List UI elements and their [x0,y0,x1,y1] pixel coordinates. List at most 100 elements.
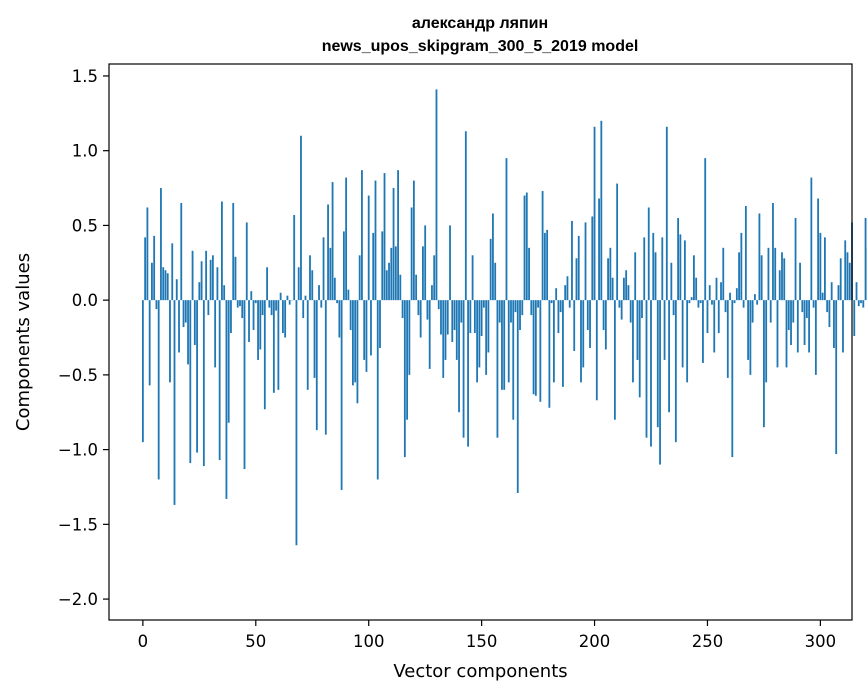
bar [571,220,573,301]
bar [270,300,273,316]
bar [254,300,257,304]
bar [166,273,169,301]
bar [559,300,562,313]
bar [659,300,661,465]
bar [234,256,237,301]
bar [431,285,433,301]
bar [340,300,343,490]
bar [480,300,483,337]
bar [148,300,151,386]
bar [187,300,189,365]
y-tick-label: 1.5 [72,67,98,86]
bar [860,300,862,304]
bar [446,300,449,335]
bar [498,300,501,323]
bar [740,232,743,301]
bar [688,300,691,304]
bar [372,232,375,301]
bar [510,300,512,323]
bar [629,300,632,323]
bar [568,300,571,308]
bar [191,250,194,301]
bar [541,191,544,301]
bar [623,277,625,301]
bar [534,300,537,396]
bar [557,300,560,334]
bar [239,300,241,307]
bar [618,300,621,308]
bar [726,300,729,378]
bar [302,300,305,319]
bar [268,300,271,308]
bar [155,300,158,310]
bar [641,300,643,319]
bar [697,300,700,308]
bar [196,300,198,453]
bar [306,300,309,390]
bar [855,282,858,301]
bar [842,300,844,353]
bar [288,300,291,305]
bar [507,300,510,383]
bar [460,300,463,323]
bar [539,300,542,402]
bar [361,170,363,301]
bar [505,158,508,301]
bar [494,262,497,301]
bar [345,177,348,301]
bar [410,207,413,301]
bar [207,300,210,316]
bar [257,300,259,360]
bar [385,270,388,301]
bar [347,289,350,301]
bar [532,300,535,395]
bar [733,300,736,304]
bar [783,258,786,301]
bar [702,300,704,363]
bar [381,231,384,301]
bar [744,205,747,301]
bar [464,131,467,301]
bar [241,300,244,319]
bar [661,237,664,301]
bar [216,267,219,301]
bar [799,262,801,301]
bar [250,291,253,301]
bar [555,288,558,301]
bar [189,300,192,464]
bar [704,158,707,301]
bar [245,222,248,301]
bar [141,300,144,443]
bar [796,300,799,353]
bar [473,300,476,334]
bar [293,214,296,301]
bar [223,285,226,301]
bar [848,262,851,301]
bar [543,232,546,301]
bar [564,285,567,301]
bar [645,300,648,438]
bar [286,295,289,301]
bar [778,270,781,301]
y-axis-ticks: 1.5 1.0 0.5 0.0 −0.5 −1.0 −1.5 −2.0 [58,67,109,609]
bar [329,247,332,301]
bar [169,300,171,383]
bar [833,300,835,348]
bar [812,300,815,308]
bar [333,277,336,301]
bar [313,300,316,378]
x-tick-label: 50 [245,632,266,651]
bar [801,300,804,313]
bar [444,300,447,360]
bar [281,300,284,334]
bar [573,300,576,351]
bar [706,300,709,334]
bar [180,203,183,301]
bar [392,188,395,301]
bar [449,225,451,301]
bar [753,294,756,301]
bar [489,238,492,301]
bar [304,295,307,301]
bar [272,300,275,393]
